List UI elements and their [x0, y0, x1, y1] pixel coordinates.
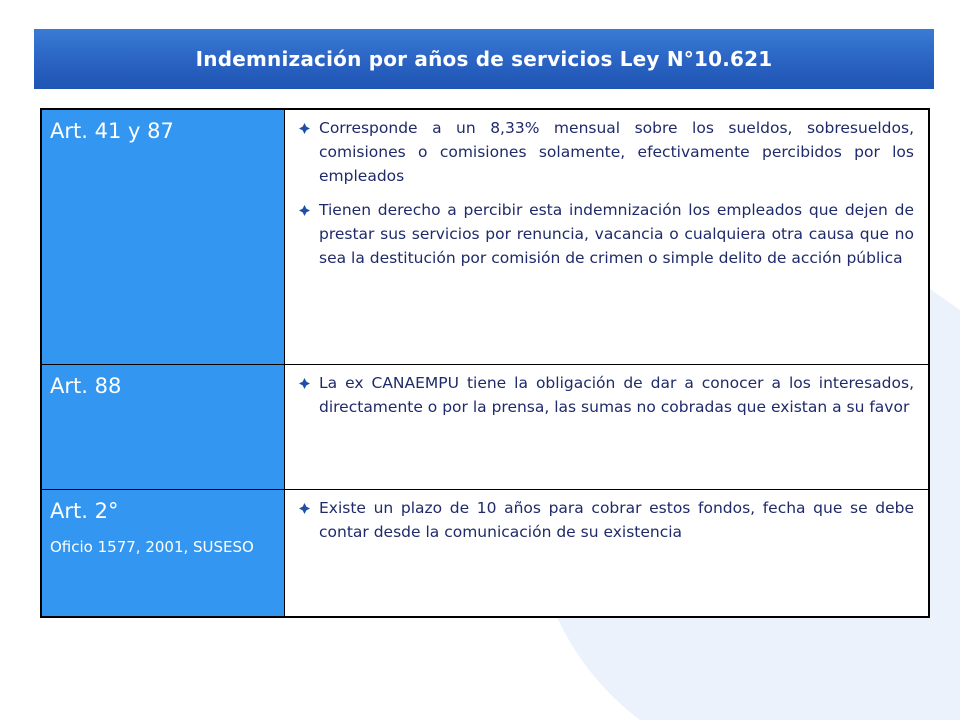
- description-cell: Corresponde a un 8,33% mensual sobre los…: [284, 108, 930, 365]
- article-cell: Art. 88: [40, 364, 285, 490]
- bullet-list: La ex CANAEMPU tiene la obligación de da…: [299, 371, 914, 419]
- description-cell: Existe un plazo de 10 años para cobrar e…: [284, 489, 930, 618]
- bullet-text: Tienen derecho a percibir esta indemniza…: [319, 201, 914, 267]
- page-title: Indemnización por años de servicios Ley …: [195, 47, 773, 71]
- bullet-text: Corresponde a un 8,33% mensual sobre los…: [319, 119, 914, 185]
- article-label: Art. 41 y 87: [50, 119, 174, 143]
- bullet-text: La ex CANAEMPU tiene la obligación de da…: [319, 374, 914, 416]
- law-articles-table: Art. 41 y 87 Corresponde a un 8,33% mens…: [40, 108, 930, 618]
- article-label: Art. 88: [50, 374, 122, 398]
- bullet-list: Existe un plazo de 10 años para cobrar e…: [299, 496, 914, 544]
- diamond-bullet-icon: [299, 123, 310, 134]
- title-banner: Indemnización por años de servicios Ley …: [34, 29, 934, 89]
- table-row: Art. 41 y 87 Corresponde a un 8,33% mens…: [40, 108, 930, 365]
- table-row: Art. 88 La ex CANAEMPU tiene la obligaci…: [40, 364, 930, 490]
- list-item: Corresponde a un 8,33% mensual sobre los…: [299, 116, 914, 188]
- list-item: Tienen derecho a percibir esta indemniza…: [299, 198, 914, 270]
- description-cell: La ex CANAEMPU tiene la obligación de da…: [284, 364, 930, 490]
- diamond-bullet-icon: [299, 378, 310, 389]
- article-cell: Art. 2° Oficio 1577, 2001, SUSESO: [40, 489, 285, 618]
- article-cell: Art. 41 y 87: [40, 108, 285, 365]
- diamond-bullet-icon: [299, 205, 310, 216]
- bullet-text: Existe un plazo de 10 años para cobrar e…: [319, 499, 914, 541]
- bullet-list: Corresponde a un 8,33% mensual sobre los…: [299, 116, 914, 270]
- list-item: La ex CANAEMPU tiene la obligación de da…: [299, 371, 914, 419]
- diamond-bullet-icon: [299, 503, 310, 514]
- table-row: Art. 2° Oficio 1577, 2001, SUSESO Existe…: [40, 489, 930, 618]
- list-item: Existe un plazo de 10 años para cobrar e…: [299, 496, 914, 544]
- article-label: Art. 2°: [50, 499, 119, 523]
- article-note: Oficio 1577, 2001, SUSESO: [50, 538, 254, 556]
